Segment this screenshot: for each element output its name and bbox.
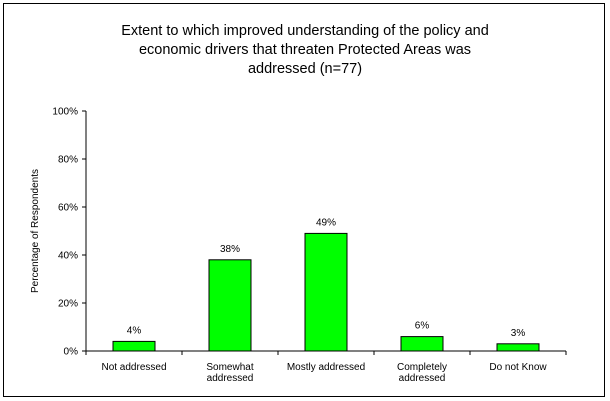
- data-label: 6%: [415, 321, 430, 332]
- bars: [113, 233, 539, 351]
- data-label: 49%: [316, 217, 336, 228]
- category-label: Do not Know: [489, 362, 547, 373]
- axes: 0% 20% 40% 60% 80% 100% Percentage of Responde…: [30, 107, 566, 358]
- data-label: 3%: [511, 328, 526, 339]
- y-tick-label: 20%: [58, 299, 78, 310]
- y-axis-title: Percentage of Respondents: [30, 169, 41, 293]
- category-label: Mostly addressed: [287, 362, 365, 373]
- y-tick-label: 40%: [58, 251, 78, 262]
- category-label: Completely: [397, 362, 447, 373]
- category-label: Not addressed: [101, 362, 166, 373]
- bar: [113, 341, 155, 351]
- data-label: 38%: [220, 244, 240, 255]
- y-tick-label: 60%: [58, 203, 78, 214]
- category-label: addressed: [207, 373, 254, 384]
- y-tick-label: 0%: [64, 347, 79, 358]
- y-tick-label: 100%: [52, 107, 78, 118]
- y-tick-label: 80%: [58, 155, 78, 166]
- bar: [305, 233, 347, 351]
- bar: [401, 337, 443, 351]
- category-label: addressed: [399, 373, 446, 384]
- category-label: Somewhat: [206, 362, 253, 373]
- bar: [497, 344, 539, 351]
- data-label: 4%: [127, 325, 142, 336]
- bar: [209, 260, 251, 351]
